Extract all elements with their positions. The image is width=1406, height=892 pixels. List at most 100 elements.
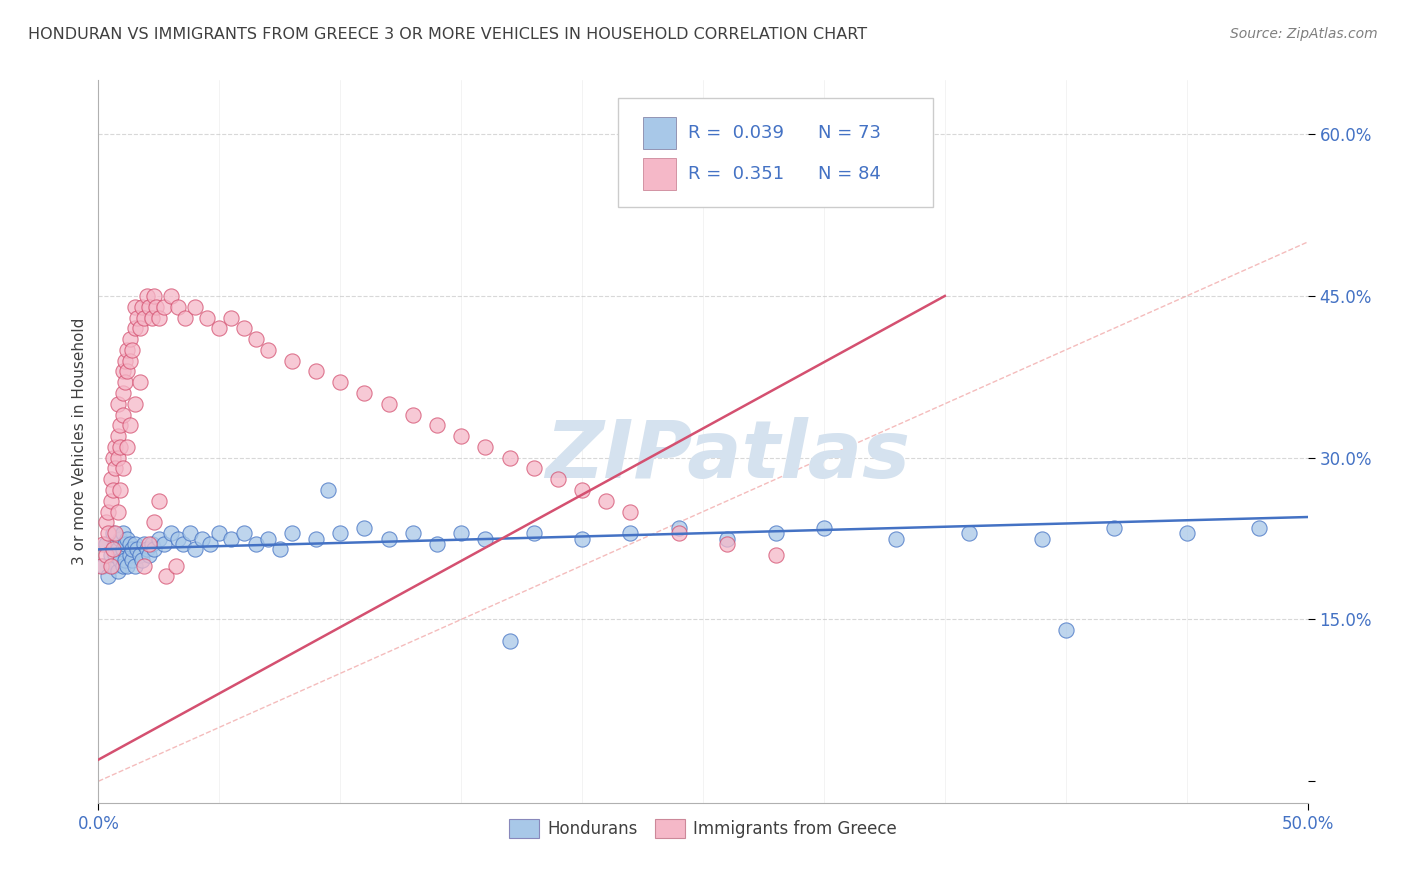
- Point: [547, 472, 569, 486]
- Point: [117, 343, 139, 357]
- Point: [353, 386, 375, 401]
- Point: [117, 364, 139, 378]
- Point: [221, 532, 243, 546]
- Point: [1031, 532, 1053, 546]
- Point: [111, 364, 134, 378]
- Point: [148, 532, 170, 546]
- Point: [165, 558, 187, 573]
- Point: [90, 558, 112, 573]
- Point: [316, 483, 339, 497]
- Point: [208, 526, 231, 541]
- Point: [94, 516, 117, 530]
- Point: [104, 548, 127, 562]
- Point: [256, 532, 278, 546]
- Point: [619, 526, 641, 541]
- Point: [108, 418, 131, 433]
- Point: [100, 472, 122, 486]
- Point: [305, 532, 328, 546]
- Point: [117, 558, 139, 573]
- Legend: Hondurans, Immigrants from Greece: Hondurans, Immigrants from Greece: [502, 813, 904, 845]
- Point: [107, 564, 129, 578]
- Point: [121, 542, 143, 557]
- Point: [1249, 521, 1271, 535]
- Point: [107, 397, 129, 411]
- Point: [668, 526, 690, 541]
- Point: [143, 542, 166, 557]
- Point: [124, 537, 146, 551]
- Point: [957, 526, 980, 541]
- Point: [198, 537, 221, 551]
- Point: [117, 532, 139, 546]
- Point: [128, 548, 150, 562]
- Point: [152, 300, 174, 314]
- Point: [245, 537, 267, 551]
- Point: [402, 526, 425, 541]
- Point: [208, 321, 231, 335]
- Point: [114, 376, 136, 390]
- Point: [269, 542, 291, 557]
- Point: [232, 321, 254, 335]
- Point: [118, 418, 141, 433]
- Bar: [643, 117, 676, 149]
- Point: [111, 386, 134, 401]
- Point: [127, 310, 149, 325]
- Point: [117, 440, 139, 454]
- Point: [145, 300, 167, 314]
- Point: [305, 364, 328, 378]
- Point: [114, 553, 136, 567]
- Point: [108, 553, 131, 567]
- Point: [523, 461, 546, 475]
- Point: [97, 526, 120, 541]
- Point: [131, 300, 153, 314]
- Point: [141, 537, 163, 551]
- Point: [450, 429, 472, 443]
- Point: [124, 321, 146, 335]
- Point: [245, 332, 267, 346]
- Point: [1175, 526, 1198, 541]
- Point: [221, 310, 243, 325]
- Point: [131, 553, 153, 567]
- Point: [97, 505, 120, 519]
- Point: [104, 461, 127, 475]
- Point: [155, 569, 177, 583]
- Point: [91, 558, 114, 573]
- Point: [135, 289, 157, 303]
- Point: [108, 483, 131, 497]
- Point: [101, 542, 124, 557]
- Point: [184, 300, 207, 314]
- Bar: [643, 158, 676, 190]
- Point: [101, 450, 124, 465]
- Point: [114, 537, 136, 551]
- Point: [160, 289, 183, 303]
- Point: [765, 548, 787, 562]
- Point: [135, 542, 157, 557]
- Point: [138, 548, 160, 562]
- Point: [111, 461, 134, 475]
- Point: [121, 343, 143, 357]
- Point: [107, 429, 129, 443]
- Point: [127, 542, 149, 557]
- Point: [716, 537, 738, 551]
- Point: [100, 493, 122, 508]
- Point: [571, 532, 593, 546]
- Point: [353, 521, 375, 535]
- Point: [426, 537, 449, 551]
- Point: [141, 310, 163, 325]
- Point: [148, 493, 170, 508]
- Point: [111, 542, 134, 557]
- Point: [191, 532, 214, 546]
- Point: [128, 321, 150, 335]
- Point: [426, 418, 449, 433]
- Point: [118, 332, 141, 346]
- Point: [450, 526, 472, 541]
- Point: [571, 483, 593, 497]
- Point: [377, 397, 399, 411]
- Point: [148, 310, 170, 325]
- Point: [498, 634, 520, 648]
- Point: [118, 537, 141, 551]
- Point: [124, 300, 146, 314]
- Text: Source: ZipAtlas.com: Source: ZipAtlas.com: [1230, 27, 1378, 41]
- Point: [1054, 624, 1077, 638]
- Point: [134, 558, 156, 573]
- Point: [143, 289, 166, 303]
